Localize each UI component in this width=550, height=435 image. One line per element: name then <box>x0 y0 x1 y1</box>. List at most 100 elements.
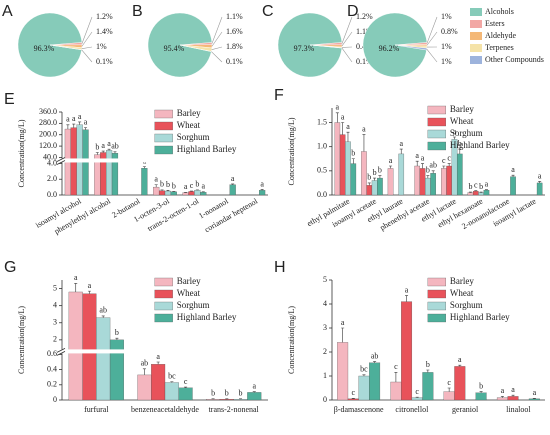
significance-letter: c <box>352 388 356 397</box>
leader-line <box>211 31 223 47</box>
significance-letter: a <box>66 115 70 124</box>
significance-letter: a <box>399 139 403 148</box>
panel-label: E <box>4 91 15 108</box>
panel-label: C <box>262 3 274 20</box>
bar <box>334 122 341 196</box>
error-bar <box>362 134 366 152</box>
error-bar <box>415 160 419 166</box>
significance-letter: a <box>511 165 515 174</box>
error-bar <box>431 170 435 174</box>
pie-slice <box>277 12 343 78</box>
significance-letter: c <box>474 180 478 189</box>
pie-slice <box>362 12 428 78</box>
y-tick-label: 0 <box>53 395 57 404</box>
y-tick-label: 360.0 <box>39 107 57 116</box>
significance-letter: b <box>172 181 176 190</box>
error-bar <box>101 150 105 153</box>
y-tick-label: 3 <box>323 323 327 332</box>
bar <box>350 163 357 196</box>
error-bar <box>113 151 117 154</box>
legend-label: Wheat <box>177 288 201 298</box>
error-bar <box>479 391 483 393</box>
bar <box>419 168 426 196</box>
legend-swatch <box>427 117 447 127</box>
significance-letter: a <box>538 171 542 180</box>
significance-letter: c <box>447 153 451 162</box>
y-tick-label: 2.0 <box>47 174 57 183</box>
legend-label: Aldehyde <box>485 31 517 40</box>
significance-letter: a <box>72 114 76 123</box>
bar <box>361 151 367 196</box>
legend-label: Barley <box>450 104 474 114</box>
legend-swatch <box>427 105 447 115</box>
significance-letter: a <box>421 153 425 162</box>
legend-label: Sorghum <box>450 128 483 138</box>
error-bar <box>458 148 462 154</box>
bar <box>475 392 487 401</box>
slice-label: 95.4% <box>164 44 185 53</box>
slice-label: 96.2% <box>379 44 400 53</box>
significance-letter: a <box>485 180 489 189</box>
leader-line <box>426 31 438 46</box>
y-axis-title: Concentration(mg/L) <box>287 117 296 185</box>
error-bar <box>378 175 382 179</box>
bar <box>430 173 436 196</box>
error-bar <box>452 136 456 140</box>
bar <box>233 399 248 401</box>
legend-swatch <box>470 8 482 16</box>
error-bar <box>107 148 111 151</box>
leader-line <box>341 16 353 44</box>
bar <box>347 398 359 401</box>
significance-letter: ab <box>99 306 107 315</box>
slice-label: 1.2% <box>356 12 373 21</box>
significance-letter: c <box>447 378 451 387</box>
legend-swatch <box>427 141 447 151</box>
legend-label: Barley <box>177 108 201 118</box>
bar <box>483 190 490 196</box>
legend-label: Highland Barley <box>177 144 237 154</box>
legend-label: Highland Barley <box>177 312 237 322</box>
slice-label: 1.1% <box>226 12 243 21</box>
bar <box>164 382 179 401</box>
error-bar <box>160 189 164 191</box>
bar <box>141 168 148 196</box>
significance-letter: b <box>211 389 215 398</box>
error-bar <box>101 315 105 318</box>
error-bar <box>78 121 82 125</box>
bar <box>441 168 447 196</box>
bar <box>371 180 378 196</box>
error-bar <box>252 391 256 393</box>
y-tick-label: 0.4 <box>47 364 57 373</box>
legend-label: Barley <box>450 276 474 286</box>
panel-label: H <box>274 259 286 276</box>
error-bar <box>458 364 462 367</box>
error-bar <box>511 174 515 177</box>
bar <box>151 364 166 401</box>
error-bar <box>184 386 188 388</box>
bar <box>105 150 113 196</box>
y-tick-label: 1 <box>323 371 327 380</box>
bar <box>425 177 431 196</box>
slice-label: 1% <box>441 57 452 66</box>
significance-letter: a <box>501 386 505 395</box>
y-tick-label: 1.0 <box>317 141 327 150</box>
bar <box>536 182 543 196</box>
bar <box>478 192 484 196</box>
error-bar <box>341 122 345 135</box>
significance-letter: bc <box>168 372 176 381</box>
slice-label: 1.1% <box>356 27 373 36</box>
error-bar <box>426 369 430 373</box>
y-tick-label: 200.0 <box>39 130 57 139</box>
bar <box>339 134 346 196</box>
significance-letter: b <box>160 180 164 189</box>
panel-label: D <box>347 3 359 20</box>
legend-swatch <box>427 313 447 323</box>
error-bar <box>346 131 350 142</box>
significance-letter: b <box>426 165 430 174</box>
significance-letter: a <box>252 381 256 390</box>
legend-swatch <box>470 32 482 40</box>
error-bar <box>156 361 160 365</box>
leader-line <box>426 48 438 63</box>
significance-letter: b <box>239 389 243 398</box>
